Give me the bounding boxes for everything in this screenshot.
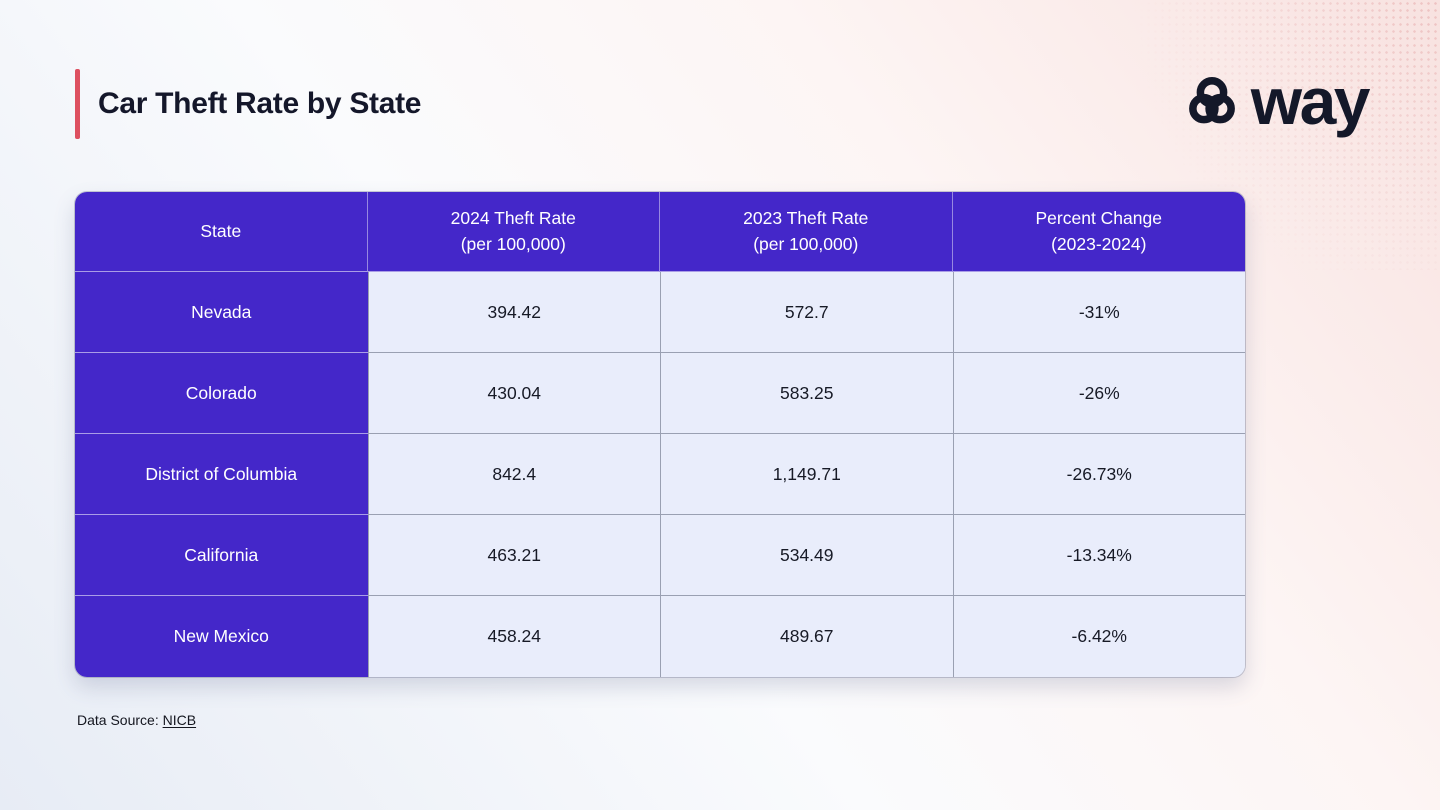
page-title: Car Theft Rate by State: [98, 87, 422, 120]
theft-rate-table: State 2024 Theft Rate (per 100,000) 2023…: [75, 192, 1245, 677]
state-cell-colorado: Colorado: [75, 353, 368, 434]
value-cell-2024: 458.24: [367, 596, 660, 677]
data-source-line: Data Source: NICB: [77, 712, 196, 728]
value-cell-2023: 489.67: [660, 596, 953, 677]
col-header-state: State: [75, 192, 368, 272]
value-cell-2023: 583.25: [660, 353, 953, 434]
col-header-2023-rate: 2023 Theft Rate (per 100,000): [660, 192, 953, 272]
state-cell-new-mexico: New Mexico: [75, 596, 368, 677]
value-cell-2023: 1,149.71: [660, 434, 953, 515]
value-cell-2023: 572.7: [660, 272, 953, 353]
value-cell-2023: 534.49: [660, 515, 953, 596]
col-header-percent-change: Percent Change (2023-2024): [952, 192, 1245, 272]
value-cell-2024: 842.4: [367, 434, 660, 515]
header-bar: Car Theft Rate by State way: [75, 64, 1371, 140]
state-cell-california: California: [75, 515, 368, 596]
value-cell-2024: 430.04: [367, 353, 660, 434]
col-header-2024-rate: 2024 Theft Rate (per 100,000): [367, 192, 660, 272]
value-cell-2024: 463.21: [367, 515, 660, 596]
value-cell-change: -26%: [952, 353, 1245, 434]
state-cell-nevada: Nevada: [75, 272, 368, 353]
data-source-label: Data Source:: [77, 712, 159, 728]
value-cell-change: -26.73%: [952, 434, 1245, 515]
state-cell-district-of-columbia: District of Columbia: [75, 434, 368, 515]
brand-wordmark: way: [1250, 64, 1371, 138]
title-accent-bar: [75, 69, 80, 139]
brand-logo: way: [1183, 64, 1371, 140]
value-cell-change: -13.34%: [952, 515, 1245, 596]
value-cell-2024: 394.42: [367, 272, 660, 353]
data-source-link[interactable]: NICB: [162, 712, 197, 728]
value-cell-change: -6.42%: [952, 596, 1245, 677]
value-cell-change: -31%: [952, 272, 1245, 353]
way-knot-icon: [1183, 75, 1241, 133]
title-group: Car Theft Rate by State: [75, 69, 421, 139]
